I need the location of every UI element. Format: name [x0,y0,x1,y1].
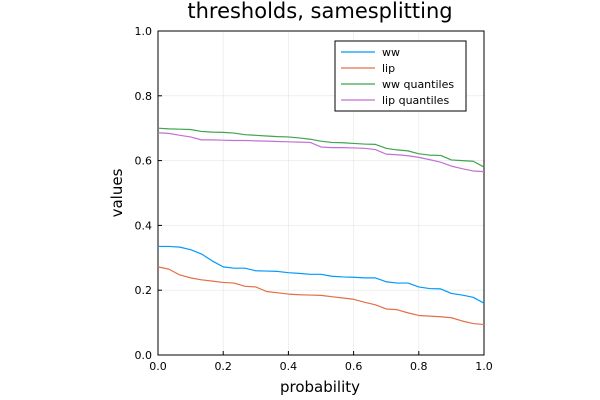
legend-box [334,40,467,112]
series-line-1 [158,245,485,304]
legend-label: lip [382,62,395,75]
legend-label: ww [382,46,400,59]
plot-frame [157,30,485,356]
series-line-4 [157,132,485,173]
series-line-3 [157,127,485,168]
x-tick-label: 0.4 [280,360,298,373]
chart-title: thresholds, samesplitting [187,0,452,23]
x-tick-label: 0.6 [345,360,363,373]
y-tick-label: 0.6 [135,155,153,168]
y-tick-label: 0.0 [135,349,153,362]
y-tick-label: 0.2 [135,284,153,297]
y-axis-label: values [108,168,126,217]
y-tick-label: 0.4 [135,219,153,232]
x-tick-label: 0.8 [410,360,428,373]
x-tick-label: 0.0 [149,360,167,373]
series-lines [157,127,485,326]
x-axis-label: probability [280,378,360,396]
axis-ticks: 0.0 0.2 0.4 0.6 0.8 1.0 0.0 0.2 0.4 0.6 0.8 1.0 [135,25,493,373]
y-tick-label: 1.0 [135,25,153,38]
y-tick-label: 0.8 [135,90,153,103]
x-tick-label: 0.2 [214,360,232,373]
x-tick-label: 1.0 [475,360,493,373]
series-line-2 [157,266,485,326]
legend: ww lip ww quantiles lip quantiles [334,40,467,112]
legend-label: lip quantiles [382,94,449,107]
legend-label: ww quantiles [382,78,454,91]
